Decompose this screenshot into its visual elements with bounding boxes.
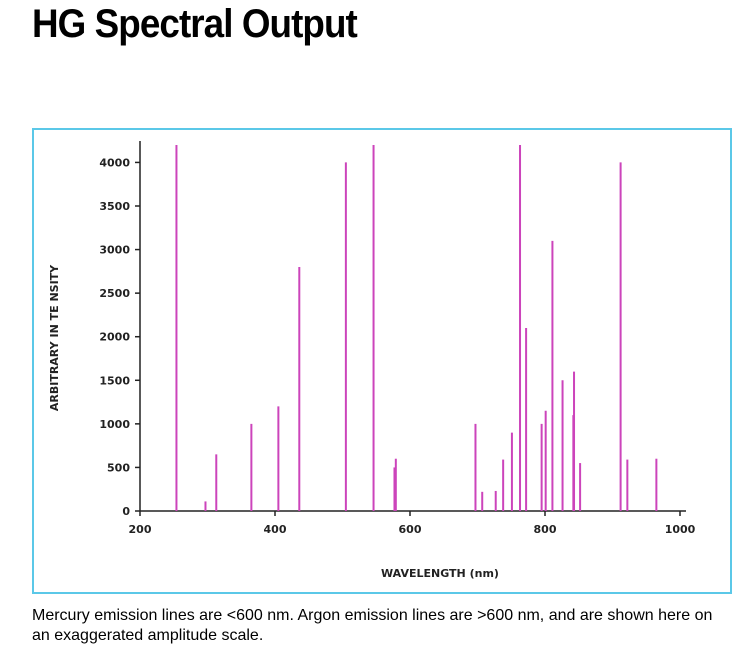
y-tick-label: 4000 — [99, 156, 130, 169]
y-tick-label: 3000 — [99, 244, 130, 257]
x-axis-label: WAVELENGTH (nm) — [381, 567, 499, 580]
x-tick-label: 400 — [264, 523, 287, 536]
emission-lines — [175, 145, 658, 511]
figure-caption: Mercury emission lines are <600 nm. Argo… — [32, 607, 713, 644]
chart-frame: 200 400 600 800 1000 0 500 1000 1500 2000 2500 300… — [32, 128, 732, 594]
axes: 200 400 600 800 1000 0 500 1000 1500 2000 2500 300… — [99, 141, 696, 536]
y-tick-labels: 0 500 1000 1500 2000 2500 3000 3500 4000 — [99, 156, 130, 518]
x-tick-labels: 200 400 600 800 1000 — [129, 523, 696, 536]
spectrum-chart: 200 400 600 800 1000 0 500 1000 1500 2000 2500 300… — [48, 141, 696, 580]
y-tick-label: 1000 — [99, 418, 130, 431]
y-tick-label: 500 — [107, 461, 130, 474]
x-tick-marks — [139, 511, 681, 516]
y-tick-label: 2000 — [99, 331, 130, 344]
y-tick-label: 0 — [122, 505, 130, 518]
y-axis-label: ARBITRARY IN TE NSITY — [48, 264, 61, 411]
y-tick-label: 2500 — [99, 287, 130, 300]
x-tick-label: 200 — [129, 523, 152, 536]
x-tick-label: 600 — [399, 523, 422, 536]
y-tick-marks — [135, 161, 140, 512]
y-tick-label: 1500 — [99, 374, 130, 387]
x-tick-label: 1000 — [665, 523, 696, 536]
x-tick-label: 800 — [534, 523, 557, 536]
y-tick-label: 3500 — [99, 200, 130, 213]
page-title: HG Spectral Output — [32, 2, 358, 46]
